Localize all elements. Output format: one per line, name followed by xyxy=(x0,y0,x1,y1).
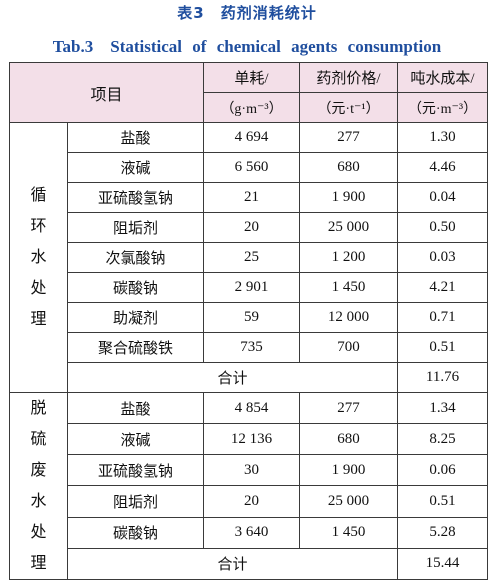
agent-name: 阻垢剂 xyxy=(66,485,205,518)
section-label-char: 循 xyxy=(30,187,47,204)
table-row: 聚合硫酸铁 735 700 0.51 xyxy=(10,332,489,363)
section-label: 循环水处理 xyxy=(9,122,68,393)
price-value: 277 xyxy=(299,122,399,153)
table-row: 碳酸钠 2 901 1 450 4.21 xyxy=(10,272,489,303)
price-value: 700 xyxy=(299,332,399,363)
agent-name: 液碱 xyxy=(66,152,205,183)
price-value: 25 000 xyxy=(299,485,399,518)
cost-value: 0.03 xyxy=(397,242,489,273)
agent-name: 助凝剂 xyxy=(66,302,205,333)
table-row: 碳酸钠 3 640 1 450 5.28 xyxy=(10,516,489,549)
consumption-value: 4 694 xyxy=(203,122,301,153)
cost-value: 0.50 xyxy=(397,212,489,243)
consumption-value: 30 xyxy=(203,454,301,487)
header-price-unit: （元·t⁻¹） xyxy=(299,92,399,123)
cost-value: 5.28 xyxy=(397,516,489,549)
section-label-char: 脱 xyxy=(30,400,47,417)
cost-value: 1.30 xyxy=(397,122,489,153)
agent-name: 液碱 xyxy=(66,423,205,456)
price-value: 1 900 xyxy=(299,454,399,487)
consumption-value: 6 560 xyxy=(203,152,301,183)
section-label-char: 处 xyxy=(30,524,47,541)
header-price: 药剂价格/ xyxy=(299,62,399,93)
table-row: 阻垢剂 20 25 000 0.50 xyxy=(10,212,489,243)
cost-value: 0.06 xyxy=(397,454,489,487)
cost-value: 0.51 xyxy=(397,485,489,518)
cost-value: 1.34 xyxy=(397,391,489,425)
total-row: 合计 11.76 xyxy=(10,362,489,393)
section-label-char: 理 xyxy=(30,311,47,328)
cost-value: 8.25 xyxy=(397,423,489,456)
cost-value: 0.51 xyxy=(397,332,489,363)
chemical-consumption-table: 项目 单耗/ 药剂价格/ 吨水成本/ （g·m⁻³） （元·t⁻¹） （元·m⁻… xyxy=(8,62,489,580)
agent-name: 亚硫酸氢钠 xyxy=(66,454,205,487)
header-item: 项目 xyxy=(8,62,205,123)
agent-name: 次氯酸钠 xyxy=(66,242,205,273)
table-row: 亚硫酸氢钠 21 1 900 0.04 xyxy=(10,182,489,213)
consumption-value: 12 136 xyxy=(203,423,301,456)
header-cost: 吨水成本/ xyxy=(397,62,489,93)
price-value: 1 200 xyxy=(299,242,399,273)
section-label-char: 硫 xyxy=(30,431,47,448)
consumption-value: 59 xyxy=(203,302,301,333)
agent-name: 碳酸钠 xyxy=(66,272,205,303)
table-row: 次氯酸钠 25 1 200 0.03 xyxy=(10,242,489,273)
price-value: 1 900 xyxy=(299,182,399,213)
price-value: 1 450 xyxy=(299,516,399,549)
price-value: 277 xyxy=(299,391,399,425)
table-row: 循环水处理盐酸 4 694 277 1.30 xyxy=(9,122,489,393)
price-value: 12 000 xyxy=(299,302,399,333)
table-row: 亚硫酸氢钠 30 1 900 0.06 xyxy=(10,454,489,487)
table-row: 脱硫废水处理盐酸 4 854 277 1.34 xyxy=(9,391,489,580)
consumption-value: 735 xyxy=(203,332,301,363)
header-consumption: 单耗/ xyxy=(203,62,301,93)
consumption-value: 2 901 xyxy=(203,272,301,303)
table-row: 液碱 12 136 680 8.25 xyxy=(10,423,489,456)
agent-name: 盐酸 xyxy=(66,122,205,153)
price-value: 680 xyxy=(299,423,399,456)
total-label: 合计 xyxy=(66,547,399,580)
consumption-value: 20 xyxy=(203,485,301,518)
total-cost: 11.76 xyxy=(397,362,489,393)
agent-name: 碳酸钠 xyxy=(66,516,205,549)
consumption-value: 3 640 xyxy=(203,516,301,549)
agent-name: 盐酸 xyxy=(66,391,205,425)
price-value: 25 000 xyxy=(299,212,399,243)
table-row: 液碱 6 560 680 4.46 xyxy=(10,152,489,183)
agent-name: 聚合硫酸铁 xyxy=(66,332,205,363)
consumption-value: 4 854 xyxy=(203,391,301,425)
consumption-value: 21 xyxy=(203,182,301,213)
table-row: 阻垢剂 20 25 000 0.51 xyxy=(10,485,489,518)
section-label-char: 环 xyxy=(30,218,47,235)
table-row: 助凝剂 59 12 000 0.71 xyxy=(10,302,489,333)
consumption-value: 20 xyxy=(203,212,301,243)
cost-value: 0.71 xyxy=(397,302,489,333)
cost-value: 4.21 xyxy=(397,272,489,303)
table-body: 循环水处理盐酸 4 694 277 1.30 液碱 6 560 680 4.46 亚硫酸氢钠 21… xyxy=(9,122,489,580)
section-label-char: 水 xyxy=(30,249,47,266)
table-title-cn: 表3 药剂消耗统计 xyxy=(177,4,317,22)
total-cost: 15.44 xyxy=(397,547,489,580)
section-label-char: 水 xyxy=(30,493,47,510)
agent-name: 阻垢剂 xyxy=(66,212,205,243)
section-label-char: 处 xyxy=(30,280,47,297)
table-title-en: Tab.3 Statistical of chemical agents con… xyxy=(52,37,442,56)
total-label: 合计 xyxy=(66,362,399,393)
section-label-char: 废 xyxy=(30,462,47,479)
consumption-value: 25 xyxy=(203,242,301,273)
price-value: 680 xyxy=(299,152,399,183)
total-row: 合计 15.44 xyxy=(10,547,489,580)
section-label: 脱硫废水处理 xyxy=(9,392,68,580)
header-consumption-unit: （g·m⁻³） xyxy=(203,92,301,123)
section-label-char: 理 xyxy=(30,555,47,572)
header-cost-unit: （元·m⁻³） xyxy=(397,92,489,123)
price-value: 1 450 xyxy=(299,272,399,303)
cost-value: 4.46 xyxy=(397,152,489,183)
agent-name: 亚硫酸氢钠 xyxy=(66,182,205,213)
cost-value: 0.04 xyxy=(397,182,489,213)
